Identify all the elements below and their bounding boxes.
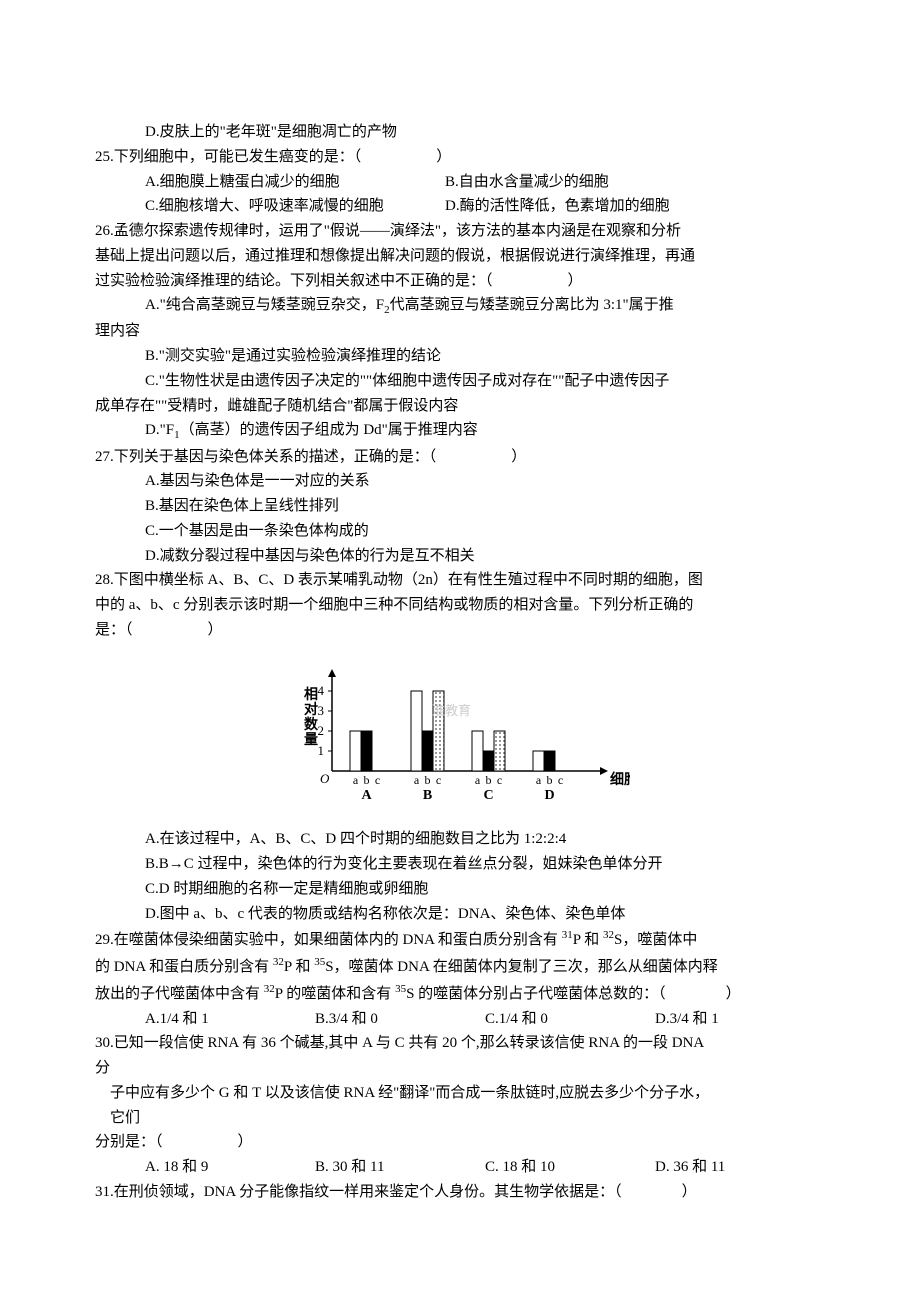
svg-text:a: a	[353, 773, 359, 787]
q26-stem-1: 26.孟德尔探索遗传规律时，运用了"假说——演绎法"，该方法的基本内涵是在观察和…	[95, 219, 825, 244]
q27-opt-a: A.基因与染色体是一一对应的关系	[95, 469, 825, 494]
q29-sup2: 32	[603, 929, 614, 941]
q28-stem-3: 是：（ ）	[95, 618, 825, 643]
q28-opt-a: A.在该过程中，A、B、C、D 四个时期的细胞数目之比为 1:2:2:4	[95, 827, 825, 852]
q30-opt-a: A. 18 和 9	[145, 1155, 315, 1180]
q29-opt-b: B.3/4 和 0	[315, 1007, 485, 1032]
q28-opt-d: D.图中 a、b、c 代表的物质或结构名称依次是：DNA、染色体、染色单体	[95, 902, 825, 927]
q29-stem-3: 放出的子代噬菌体中含有 32P 的噬菌体和含有 35S 的噬菌体分别占子代噬菌体…	[95, 980, 825, 1007]
q25-row1: A.细胞膜上糖蛋白减少的细胞 B.自由水含量减少的细胞	[95, 170, 825, 195]
q29-opt-c: C.1/4 和 0	[485, 1007, 655, 1032]
q26-opt-d-2: （高茎）的遗传因子组成为 Dd"属于推理内容	[180, 422, 478, 438]
q29-s2a: 的 DNA 和蛋白质分别含有	[95, 959, 273, 975]
svg-text:c: c	[558, 773, 563, 787]
svg-text:3: 3	[318, 703, 325, 718]
svg-text:准教育: 准教育	[432, 703, 471, 718]
svg-text:a: a	[414, 773, 420, 787]
svg-text:数: 数	[304, 716, 319, 733]
q25-row2: C.细胞核增大、呼吸速率减慢的细胞 D.酶的活性降低，色素增加的细胞	[95, 194, 825, 219]
q26-opt-a-1a: A."纯合高茎豌豆与矮茎豌豆杂交，F	[145, 297, 384, 313]
svg-text:2: 2	[318, 723, 325, 738]
svg-text:b: b	[547, 773, 553, 787]
svg-text:c: c	[497, 773, 502, 787]
q29-opt-a: A.1/4 和 1	[145, 1007, 315, 1032]
q28-stem-2: 中的 a、b、c 分别表示该时期一个细胞中三种不同结构或物质的相对含量。下列分析…	[95, 593, 825, 618]
q26-stem-3: 过实验检验演绎推理的结论。下列相关叙述中不正确的是：（ ）	[95, 269, 825, 294]
q27-opt-c: C.一个基因是由一条染色体构成的	[95, 519, 825, 544]
q27-opt-d: D.减数分裂过程中基因与染色体的行为是互不相关	[95, 544, 825, 569]
q26-opt-a-1b: 代高茎豌豆与矮茎豌豆分离比为 3:1"属于推	[390, 297, 674, 313]
svg-text:c: c	[436, 773, 441, 787]
svg-text:B: B	[423, 788, 432, 803]
q29-s3a: 放出的子代噬菌体中含有	[95, 986, 264, 1002]
q29-s3c: S 的噬菌体分别占子代噬菌体总数的：（ ）	[406, 986, 741, 1002]
q28-chart-wrap: 1234相对数量OabcAabcBabcCabcD细胞时期准教育	[95, 651, 825, 820]
svg-text:D: D	[544, 788, 554, 803]
q29-options: A.1/4 和 1 B.3/4 和 0 C.1/4 和 0 D.3/4 和 1	[95, 1007, 825, 1032]
svg-text:相: 相	[304, 686, 318, 703]
q29-stem-1: 29.在噬菌体侵染细菌实验中，如果细菌体内的 DNA 和蛋白质分别含有 31P …	[95, 926, 825, 953]
q29-s2b: P 和	[284, 959, 314, 975]
q29-sup4: 35	[314, 956, 325, 968]
q30-stem-3: 分别是：（ ）	[95, 1130, 825, 1155]
svg-text:量: 量	[304, 732, 318, 748]
q25-opt-c: C.细胞核增大、呼吸速率减慢的细胞	[145, 194, 445, 219]
svg-text:细胞时期: 细胞时期	[610, 771, 630, 788]
q26-opt-d-1: D."F	[145, 422, 174, 438]
q26-opt-c-1: C."生物性状是由遗传因子决定的""体细胞中遗传因子成对存在""配子中遗传因子	[95, 369, 825, 394]
q24-opt-d: D.皮肤上的"老年斑"是细胞凋亡的产物	[95, 120, 825, 145]
svg-text:A: A	[361, 788, 372, 803]
q29-s1a: 29.在噬菌体侵染细菌实验中，如果细菌体内的 DNA 和蛋白质分别含有	[95, 932, 562, 948]
q29-s2c: S，噬菌体 DNA 在细菌体内复制了三次，那么从细菌体内释	[325, 959, 718, 975]
q26-stem-2: 基础上提出问题以后，通过推理和想像提出解决问题的假说，根据假说进行演绎推理，再通	[95, 244, 825, 269]
q30-stem-2b: 它们	[95, 1106, 825, 1131]
svg-text:b: b	[425, 773, 431, 787]
q25-stem: 25.下列细胞中，可能已发生癌变的是：（ ）	[95, 145, 825, 170]
q30-opt-b: B. 30 和 11	[315, 1155, 485, 1180]
q30-opt-d: D. 36 和 11	[655, 1155, 725, 1180]
q25-opt-b: B.自由水含量减少的细胞	[445, 170, 609, 195]
q27-stem: 27.下列关于基因与染色体关系的描述，正确的是：（ ）	[95, 445, 825, 470]
svg-text:对: 对	[304, 701, 318, 718]
q25-opt-a: A.细胞膜上糖蛋白减少的细胞	[145, 170, 445, 195]
svg-text:b: b	[364, 773, 370, 787]
svg-text:a: a	[536, 773, 542, 787]
q27-opt-b: B.基因在染色体上呈线性排列	[95, 494, 825, 519]
q28-opt-c: C.D 时期细胞的名称一定是精细胞或卵细胞	[95, 877, 825, 902]
q25-opt-d: D.酶的活性降低，色素增加的细胞	[445, 194, 670, 219]
q29-s1c: S，噬菌体中	[614, 932, 697, 948]
q30-options: A. 18 和 9 B. 30 和 11 C. 18 和 10 D. 36 和 …	[95, 1155, 825, 1180]
q28-opt-b: B.B→C 过程中，染色体的行为变化主要表现在着丝点分裂，姐妹染色单体分开	[95, 852, 825, 877]
q29-sup3: 32	[273, 956, 284, 968]
q31-stem: 31.在刑侦领域，DNA 分子能像指纹一样用来鉴定个人身份。其生物学依据是：（ …	[95, 1180, 825, 1205]
q29-opt-d: D.3/4 和 1	[655, 1007, 719, 1032]
q29-stem-2: 的 DNA 和蛋白质分别含有 32P 和 35S，噬菌体 DNA 在细菌体内复制…	[95, 953, 825, 980]
svg-text:b: b	[486, 773, 492, 787]
svg-text:1: 1	[318, 743, 325, 758]
svg-text:4: 4	[318, 683, 325, 698]
q30-stem-1: 30.已知一段信使 RNA 有 36 个碱基,其中 A 与 C 共有 20 个,…	[95, 1031, 825, 1056]
q26-opt-a-1: A."纯合高茎豌豆与矮茎豌豆杂交，F2代高茎豌豆与矮茎豌豆分离比为 3:1"属于…	[95, 293, 825, 319]
svg-text:a: a	[475, 773, 481, 787]
q30-stem-2a: 子中应有多少个 G 和 T 以及该信使 RNA 经"翻译"而合成一条肽链时,应脱…	[95, 1081, 825, 1106]
svg-text:O: O	[320, 771, 330, 786]
q29-sup1: 31	[562, 929, 573, 941]
q28-chart: 1234相对数量OabcAabcBabcCabcD细胞时期准教育	[290, 651, 630, 820]
q26-opt-c-2: 成单存在""受精时，雌雄配子随机结合"都属于假设内容	[95, 394, 825, 419]
q26-opt-d: D."F1（高茎）的遗传因子组成为 Dd"属于推理内容	[95, 418, 825, 444]
q29-sup6: 35	[395, 983, 406, 995]
bar-chart-svg: 1234相对数量OabcAabcBabcCabcD细胞时期准教育	[290, 651, 630, 811]
q26-opt-b: B."测交实验"是通过实验检验演绎推理的结论	[95, 344, 825, 369]
q29-s3b: P 的噬菌体和含有	[275, 986, 395, 1002]
q29-s1b: P 和	[573, 932, 603, 948]
q30-opt-c: C. 18 和 10	[485, 1155, 655, 1180]
svg-text:C: C	[483, 788, 493, 803]
q28-stem-1: 28.下图中横坐标 A、B、C、D 表示某哺乳动物（2n）在有性生殖过程中不同时…	[95, 568, 825, 593]
svg-text:c: c	[375, 773, 380, 787]
q30-stem-1b: 分	[95, 1056, 825, 1081]
q26-opt-a-2: 理内容	[95, 319, 825, 344]
q29-sup5: 32	[264, 983, 275, 995]
